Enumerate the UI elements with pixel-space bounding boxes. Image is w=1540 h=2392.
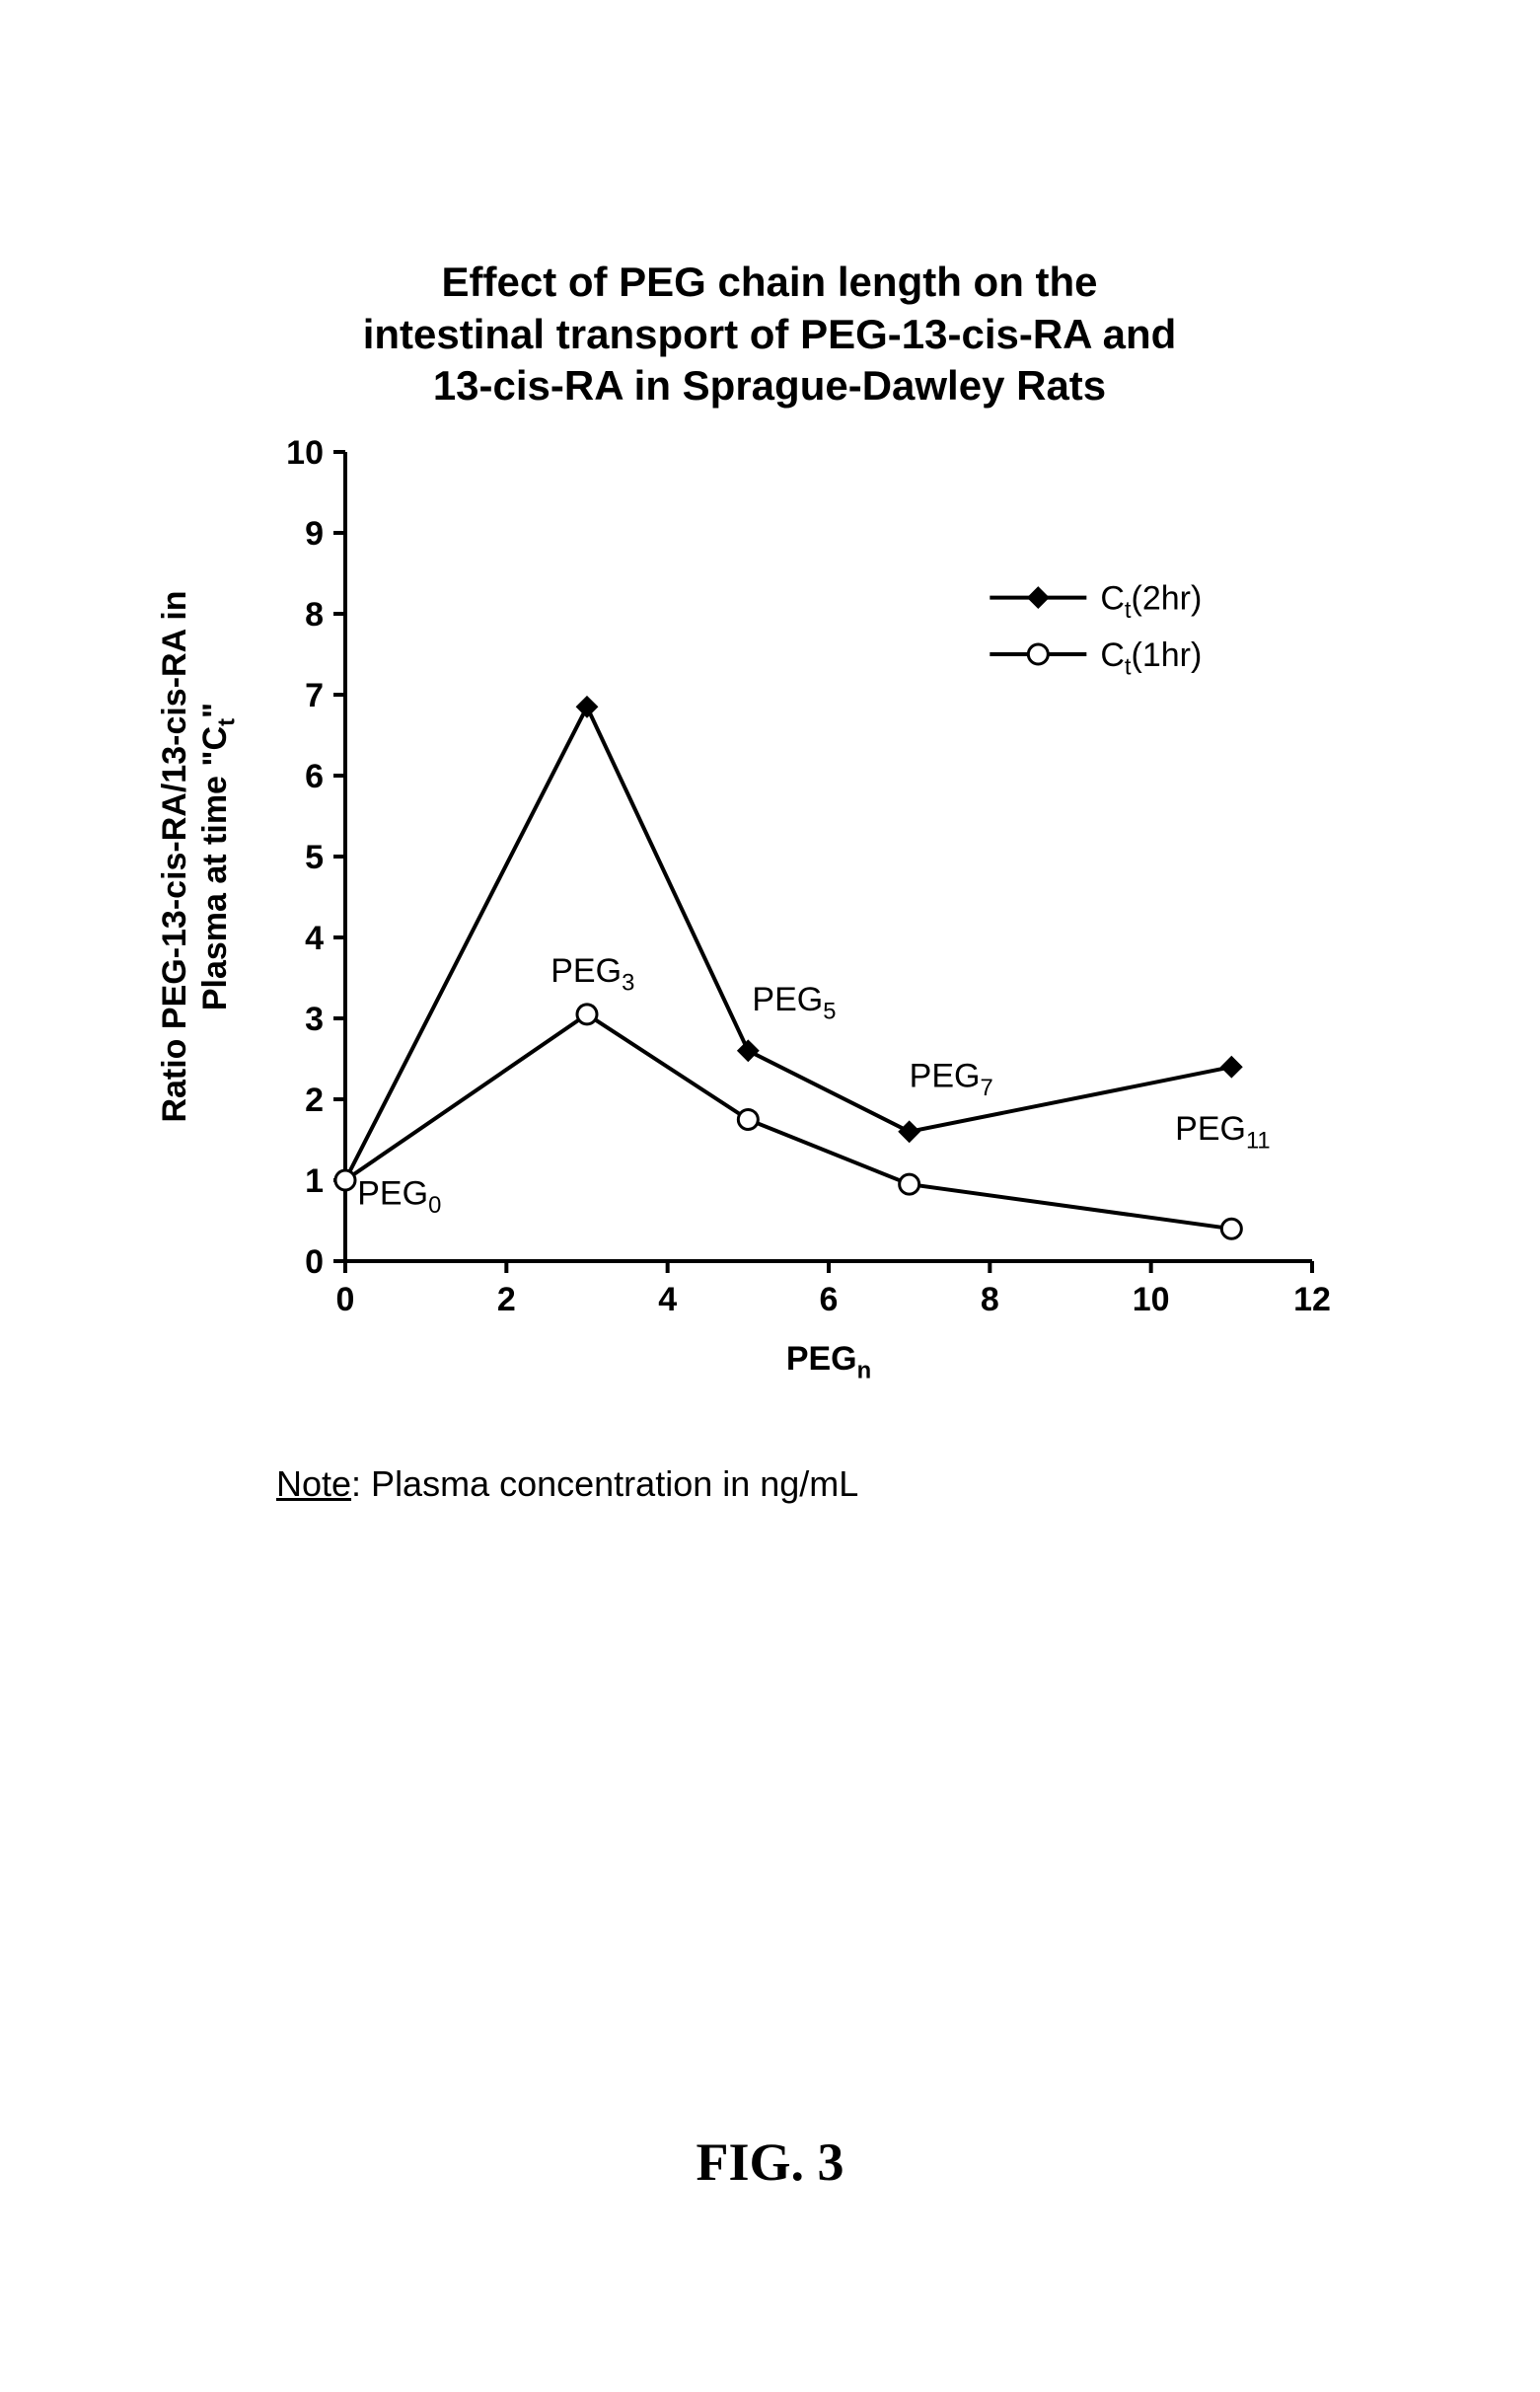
svg-text:4: 4: [305, 919, 324, 956]
svg-text:3: 3: [305, 1000, 324, 1037]
svg-text:6: 6: [305, 757, 324, 794]
svg-text:4: 4: [658, 1281, 677, 1318]
svg-text:2: 2: [305, 1081, 324, 1118]
svg-text:Ct(2hr): Ct(2hr): [1100, 579, 1202, 624]
svg-text:Ct(1hr): Ct(1hr): [1100, 635, 1202, 680]
note-underline: Note: [276, 1463, 351, 1504]
svg-text:Ratio PEG-13-cis-RA/13-cis-RA: Ratio PEG-13-cis-RA/13-cis-RA in: [156, 590, 193, 1122]
svg-text:2: 2: [497, 1281, 516, 1318]
svg-text:10: 10: [286, 433, 324, 471]
svg-text:Plasma at time "Ct": Plasma at time "Ct": [196, 702, 241, 1009]
note-rest: : Plasma concentration in ng/mL: [351, 1463, 858, 1504]
svg-text:PEG7: PEG7: [910, 1057, 993, 1101]
svg-text:PEG5: PEG5: [752, 980, 836, 1024]
svg-text:5: 5: [305, 838, 324, 875]
svg-text:PEGn: PEGn: [786, 1340, 871, 1384]
chart-note: Note: Plasma concentration in ng/mL: [276, 1463, 1421, 1505]
svg-text:8: 8: [981, 1281, 999, 1318]
svg-text:12: 12: [1293, 1281, 1331, 1318]
svg-text:0: 0: [336, 1281, 355, 1318]
svg-text:6: 6: [820, 1281, 839, 1318]
figure-label: FIG. 3: [0, 2131, 1540, 2193]
svg-text:10: 10: [1133, 1281, 1170, 1318]
svg-text:1: 1: [305, 1161, 324, 1199]
svg-text:9: 9: [305, 514, 324, 552]
chart-plot: 012345678910024681012PEGnRatio PEG-13-ci…: [118, 412, 1421, 1449]
svg-text:PEG3: PEG3: [550, 952, 634, 997]
svg-text:7: 7: [305, 676, 324, 713]
svg-text:0: 0: [305, 1242, 324, 1280]
svg-text:PEG11: PEG11: [1175, 1110, 1271, 1155]
svg-text:8: 8: [305, 595, 324, 633]
svg-text:PEG0: PEG0: [357, 1174, 441, 1219]
chart-title: Effect of PEG chain length on the intest…: [118, 257, 1421, 412]
